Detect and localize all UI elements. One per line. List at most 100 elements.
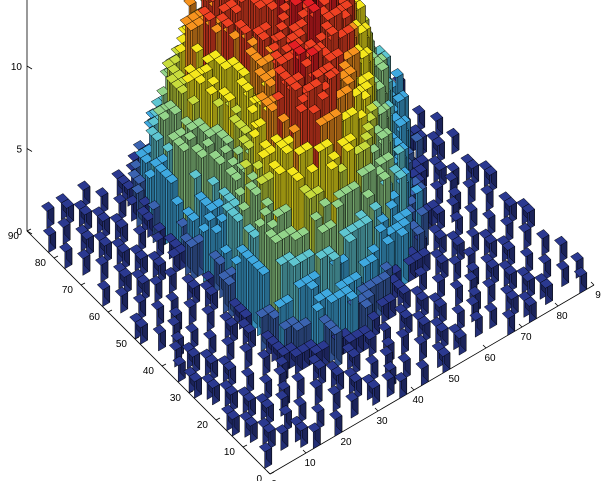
voxel-top-face: [188, 372, 202, 383]
voxel-top-face: [483, 234, 498, 245]
voxel-top-face: [219, 244, 233, 255]
voxel-top-face: [413, 334, 427, 345]
voxel-top-face: [264, 144, 278, 155]
voxel-top-face: [242, 391, 256, 402]
voxel-top-face: [343, 232, 357, 243]
voxel-top-face: [465, 159, 480, 170]
voxel-top-face: [311, 185, 325, 196]
voxel-top-face: [435, 322, 449, 333]
voxel-top-face: [375, 61, 390, 72]
voxel-top-face: [190, 42, 204, 54]
voxel-top-face: [186, 211, 201, 222]
voxel-top-face: [464, 202, 478, 213]
voxel-top-face: [429, 111, 444, 122]
voxel-top-face: [375, 129, 390, 140]
x-tick-mark: [374, 407, 379, 412]
voxel-top-face: [275, 390, 289, 401]
voxel-top-face: [278, 405, 292, 416]
voxel-top-face: [260, 196, 274, 207]
voxel-top-face: [485, 258, 499, 269]
voxel-top-face: [194, 74, 208, 85]
y-tick-label: 90: [8, 231, 20, 242]
voxel-top-face: [96, 211, 111, 222]
voxel-top-face: [305, 279, 319, 291]
voxel-top-face: [345, 290, 359, 301]
voxel-top-face: [518, 222, 532, 233]
voxel-top-face: [204, 85, 219, 96]
voxel-top-face: [339, 0, 354, 10]
voxel-top-face: [291, 372, 305, 383]
voxel-top-face: [383, 292, 397, 303]
voxel-top-face: [156, 86, 170, 97]
voxel-top-face: [293, 45, 307, 56]
voxel-top-face: [176, 84, 190, 95]
x-tick-mark: [302, 449, 307, 454]
voxel-top-face: [192, 233, 206, 244]
voxel-top-face: [98, 236, 112, 247]
voxel-top-face: [210, 23, 224, 34]
voxel-top-face: [141, 211, 156, 222]
voxel-top-face: [267, 309, 282, 320]
voxel-top-face: [435, 253, 449, 264]
voxel-top-face: [239, 158, 253, 169]
voxel-top-face: [410, 184, 424, 195]
voxel-top-face: [300, 57, 314, 68]
voxel-top-face: [248, 128, 262, 139]
voxel-top-face: [381, 151, 395, 162]
voxel-top-face: [77, 249, 91, 260]
voxel-top-face: [483, 165, 498, 176]
voxel-top-face: [366, 243, 381, 254]
voxel-top-face: [307, 422, 321, 433]
voxel-top-face: [197, 222, 211, 233]
voxel-top-face: [415, 206, 429, 217]
voxel-top-face: [503, 265, 517, 276]
voxel-top-face: [345, 106, 359, 117]
voxel-top-face: [305, 163, 319, 174]
voxel-top-face: [258, 442, 273, 453]
voxel-top-face: [374, 222, 388, 234]
voxel-top-face: [312, 359, 327, 370]
voxel-top-face: [415, 291, 429, 302]
voxel-top-face: [320, 138, 334, 149]
voxel-top-face: [201, 137, 215, 148]
voxel-top-face: [60, 198, 75, 209]
voxel-top-face: [365, 253, 379, 264]
voxel-top-face: [433, 229, 447, 240]
z-tick-mark: [26, 230, 33, 235]
voxel-top-face: [156, 153, 170, 164]
voxel-top-face: [276, 380, 291, 391]
voxel-top-face: [132, 293, 147, 304]
voxel-top-face: [451, 304, 465, 315]
voxel-top-face: [390, 68, 404, 79]
voxel-top-face: [222, 91, 237, 102]
voxel-top-face: [278, 1, 292, 12]
z-tick-label: 10: [11, 62, 23, 73]
voxel-top-face: [244, 416, 258, 427]
voxel-top-face: [165, 291, 179, 302]
voxel-top-face: [348, 372, 363, 383]
voxel-top-face: [219, 144, 233, 155]
voxel-top-face: [384, 199, 399, 210]
voxel-top-face: [519, 247, 534, 258]
x-tick-label: 60: [484, 353, 496, 364]
voxel-top-face: [258, 21, 273, 32]
voxel-top-face: [264, 77, 278, 88]
voxel-top-face: [361, 70, 375, 81]
voxel-top-face: [399, 309, 413, 320]
voxel-top-face: [185, 322, 199, 333]
voxel-top-face: [500, 216, 514, 227]
x-tick-mark: [482, 344, 487, 349]
voxel-top-face: [465, 261, 480, 272]
voxel-top-face: [397, 284, 411, 295]
voxel-top-face: [293, 396, 307, 407]
voxel-top-face: [415, 359, 429, 370]
voxel-top-face: [262, 170, 276, 181]
voxel-top-face: [240, 81, 255, 93]
voxel-top-face: [503, 196, 517, 207]
voxel-top-face: [343, 65, 357, 76]
voxel-top-face: [501, 309, 516, 320]
voxel-top-face: [150, 231, 165, 242]
voxel-top-face: [140, 153, 154, 164]
x-tick-label: 70: [520, 332, 532, 343]
